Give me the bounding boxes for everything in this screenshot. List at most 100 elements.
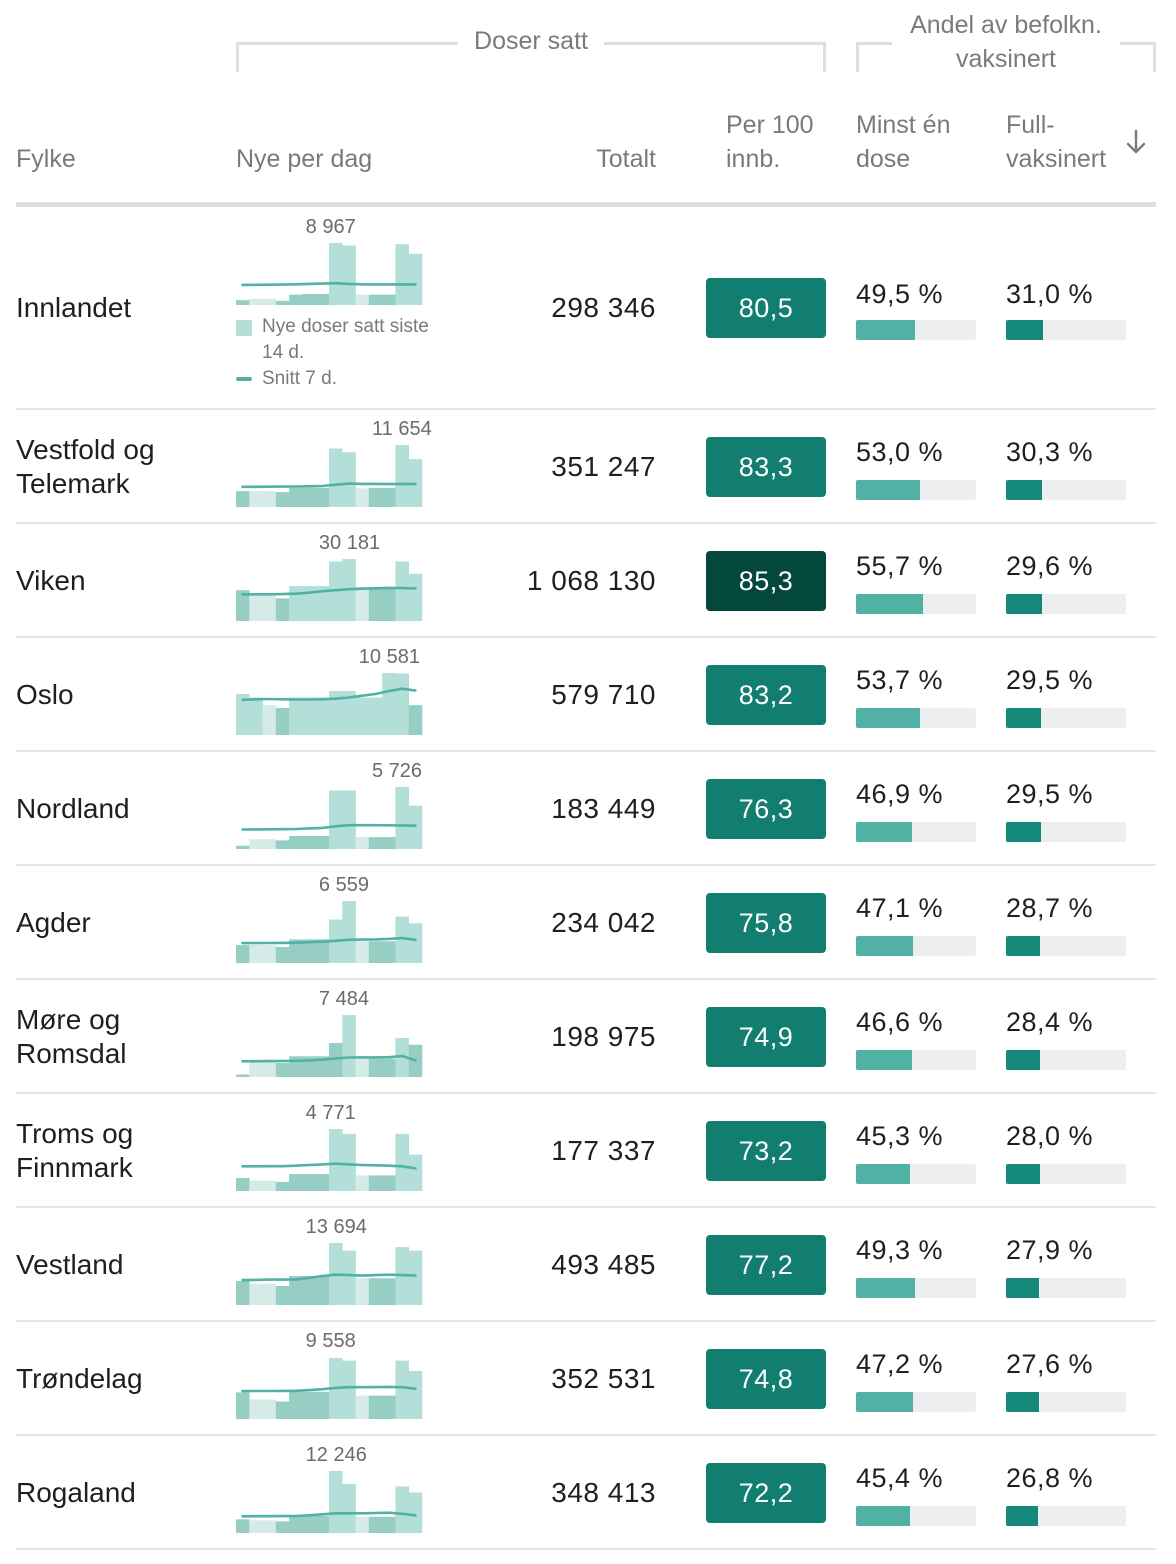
fully-vaccinated-bar-fill xyxy=(1006,1164,1040,1184)
total-doses: 493 485 xyxy=(551,1249,656,1280)
daily-bar xyxy=(342,790,356,849)
total-doses: 298 346 xyxy=(551,292,656,323)
table-row[interactable]: Vestland 493 485 77,2 49,3 % 27,9 % 13 694 xyxy=(16,1208,1156,1322)
table-row[interactable]: Møre og Romsdal 198 975 74,9 46,6 % 28,4 % 7 … xyxy=(16,980,1156,1094)
fully-vaccinated-bar xyxy=(1006,1278,1126,1298)
sparkline-max-label: 7 484 xyxy=(318,988,369,1010)
daily-bar xyxy=(342,1250,356,1305)
total-doses: 198 975 xyxy=(551,1021,656,1052)
table-row[interactable]: Viken 1 068 130 85,3 55,7 % 29,6 % 30 181 xyxy=(16,524,1156,638)
daily-bar xyxy=(408,1371,423,1419)
daily-bar xyxy=(289,1515,303,1533)
sparkline-svg xyxy=(236,1471,423,1533)
daily-bar xyxy=(395,561,410,621)
table-row[interactable]: Oslo 579 710 83,2 53,7 % 29,5 % 10 581 xyxy=(16,638,1156,752)
county-name: Innlandet xyxy=(16,292,132,323)
seven-day-average-line xyxy=(241,1162,417,1170)
table-row[interactable]: Trøndelag 352 531 74,8 47,2 % 27,6 % 9 558 xyxy=(16,1322,1156,1436)
total-doses: 183 449 xyxy=(551,793,656,824)
county-name: Vestfold og Telemark xyxy=(16,434,155,499)
table-row[interactable]: Nordland 183 449 76,3 46,9 % 29,5 % 5 726 xyxy=(16,752,1156,866)
daily-bar xyxy=(262,1520,277,1533)
header-divider xyxy=(16,202,1156,207)
daily-doses-sparkline: 12 246 xyxy=(236,1444,423,1533)
daily-bar xyxy=(382,673,396,735)
daily-bar xyxy=(395,244,410,305)
daily-bar xyxy=(249,1180,263,1191)
min-one-dose-percent: 47,1 % xyxy=(856,893,944,923)
daily-bar xyxy=(342,245,356,305)
daily-bar xyxy=(249,1520,263,1533)
fully-vaccinated-percent: 27,6 % xyxy=(1006,1349,1094,1379)
daily-bar xyxy=(275,492,290,507)
daily-bar xyxy=(355,1175,370,1191)
daily-bar xyxy=(275,1521,290,1533)
min-one-dose-percent: 49,5 % xyxy=(856,279,944,309)
col-header-new-per-day[interactable]: Nye per dag xyxy=(236,145,373,173)
daily-bar xyxy=(395,1038,410,1077)
daily-bar xyxy=(275,598,290,621)
daily-bar xyxy=(382,587,396,621)
min-one-dose-bar xyxy=(856,1392,976,1412)
daily-bar xyxy=(236,1281,250,1305)
seven-day-average-line xyxy=(241,1385,417,1393)
daily-bar xyxy=(262,839,277,849)
table-row[interactable]: Innlandet 298 346 80,5 49,5 % 31,0 % 8 967 Nye… xyxy=(16,208,1156,410)
daily-bar xyxy=(382,837,396,849)
col-header-per100[interactable]: Per 100 innb. xyxy=(726,111,814,173)
seven-day-average-line xyxy=(241,936,417,945)
col-header-total[interactable]: Totalt xyxy=(596,145,656,173)
table-row[interactable]: Troms og Finnmark 177 337 73,2 45,3 % 28,0 %… xyxy=(16,1094,1156,1208)
fully-vaccinated-percent: 28,0 % xyxy=(1006,1121,1094,1151)
daily-bar xyxy=(249,697,263,735)
daily-bar xyxy=(262,1399,277,1419)
daily-bar xyxy=(275,1285,290,1305)
fully-vaccinated-bar xyxy=(1006,822,1126,842)
daily-bar xyxy=(329,448,343,507)
daily-bar xyxy=(329,1471,343,1533)
sparkline-max-label: 9 558 xyxy=(305,1330,356,1352)
col-header-full[interactable]: Full-vaksinert xyxy=(1006,111,1107,173)
daily-bar xyxy=(315,1056,330,1077)
daily-bar xyxy=(368,588,383,621)
fully-vaccinated-bar xyxy=(1006,594,1126,614)
daily-bar xyxy=(408,805,423,849)
table-row[interactable]: Agder 234 042 75,8 47,1 % 28,7 % 6 559 xyxy=(16,866,1156,980)
daily-bar xyxy=(342,1015,356,1077)
daily-bar xyxy=(368,1395,383,1419)
col-header-fylke[interactable]: Fylke xyxy=(16,145,76,173)
total-doses: 351 247 xyxy=(551,451,656,482)
fully-vaccinated-bar-fill xyxy=(1006,1506,1039,1526)
fully-vaccinated-bar xyxy=(1006,480,1126,500)
daily-bar xyxy=(395,787,410,849)
sparkline-svg xyxy=(236,1358,423,1419)
daily-bar xyxy=(342,691,356,735)
daily-bar xyxy=(315,1515,330,1533)
county-name: Trøndelag xyxy=(16,1363,143,1394)
table-row[interactable]: Rogaland 348 413 72,2 45,4 % 26,8 % 12 246 xyxy=(16,1436,1156,1550)
daily-bar xyxy=(302,1276,317,1305)
seven-day-average-line xyxy=(241,1511,417,1518)
per100-badge: 72,2 xyxy=(706,1463,826,1523)
sparkline-svg xyxy=(236,673,423,735)
min-one-dose-bar xyxy=(856,936,976,956)
daily-bar xyxy=(315,697,330,735)
county-name: Vestland xyxy=(16,1249,124,1280)
daily-doses-sparkline: 30 181 xyxy=(236,532,423,621)
total-doses: 177 337 xyxy=(551,1135,656,1166)
col-header-min-one[interactable]: Minst én dose xyxy=(856,111,951,173)
daily-bar xyxy=(262,705,277,735)
daily-bar xyxy=(395,916,410,963)
sparkline-max-label: 10 581 xyxy=(358,646,420,668)
daily-bar xyxy=(382,941,396,963)
table-row[interactable]: Vestfold og Telemark 351 247 83,3 53,0 % 30,… xyxy=(16,410,1156,524)
fully-vaccinated-bar-fill xyxy=(1006,1050,1041,1070)
daily-bar xyxy=(275,1181,290,1191)
seven-day-average-line xyxy=(241,823,417,831)
fully-vaccinated-percent: 28,4 % xyxy=(1006,1007,1094,1037)
daily-bar xyxy=(408,1250,423,1305)
sparkline-svg xyxy=(236,243,423,305)
daily-bar xyxy=(236,1519,250,1533)
daily-bar xyxy=(289,1174,303,1191)
arrow-down-icon[interactable] xyxy=(1124,128,1148,156)
